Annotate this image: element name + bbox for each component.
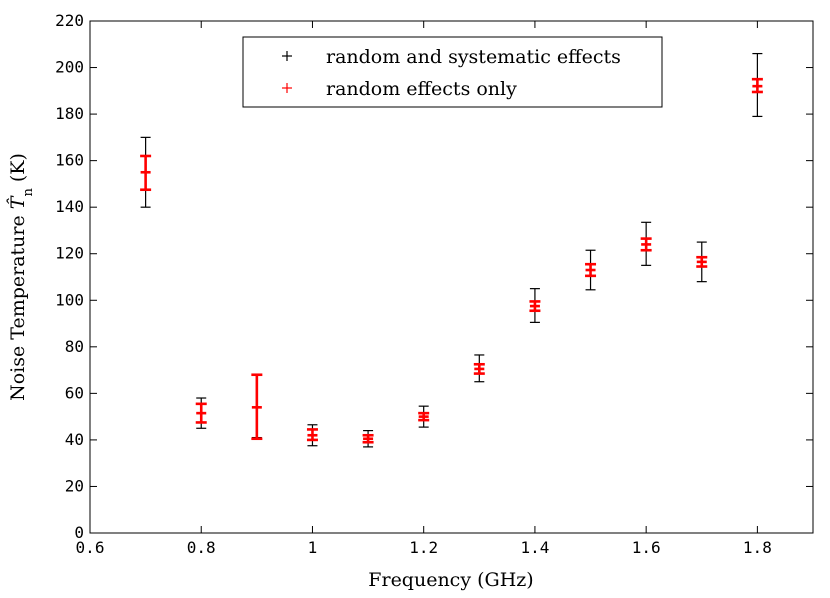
y-tick-label: 160	[55, 151, 84, 170]
axis-ticks	[89, 20, 813, 534]
x-tick-label: 0.6	[76, 538, 105, 557]
y-tick-label: 80	[65, 337, 84, 356]
legend: random and systematic effects random eff…	[242, 36, 663, 108]
x-tick-label: 1.4	[520, 538, 549, 557]
y-tick-label: 200	[55, 58, 84, 77]
y-axis-title: Noise Temperature T̂n (K)	[7, 153, 36, 401]
x-tick-label: 1.6	[632, 538, 661, 557]
y-tick-label: 0	[74, 523, 84, 542]
x-tick-label: 1.2	[409, 538, 438, 557]
legend-marker-random-and-systematic	[282, 51, 292, 61]
series-random-only	[140, 77, 763, 444]
axis-tick-labels: 0.6 0.8 1 1.2 1.4 1.6 1.8 0 20 40 60 80 100 120 140 160…	[55, 11, 772, 557]
data-marks	[140, 52, 763, 448]
legend-box	[242, 36, 663, 108]
y-tick-label: 20	[65, 476, 84, 495]
x-axis-title: Frequency (GHz)	[368, 569, 533, 591]
y-tick-label: 40	[65, 430, 84, 449]
x-tick-label: 1.8	[743, 538, 772, 557]
legend-label-random-and-systematic: random and systematic effects	[326, 46, 621, 68]
legend-marker-random-only	[282, 83, 292, 93]
x-tick-label: 1	[308, 538, 318, 557]
y-tick-label: 60	[65, 383, 84, 402]
x-tick-label: 0.8	[187, 538, 216, 557]
legend-label-random-only: random effects only	[326, 78, 517, 100]
y-tick-label: 120	[55, 244, 84, 263]
y-tick-label: 220	[55, 11, 84, 30]
y-tick-label: 140	[55, 197, 84, 216]
y-tick-label: 100	[55, 290, 84, 309]
y-tick-label: 180	[55, 104, 84, 123]
